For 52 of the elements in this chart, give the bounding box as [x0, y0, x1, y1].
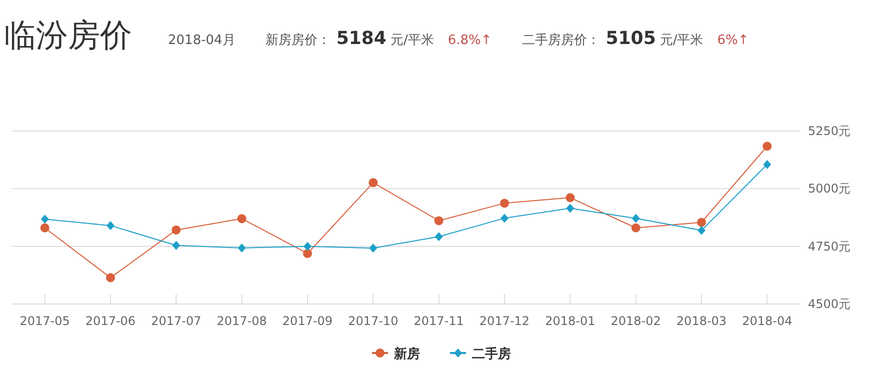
point	[40, 214, 49, 224]
ytick: 5000元	[808, 182, 851, 196]
title: 临汾房价	[4, 16, 132, 54]
ytick: 4500元	[808, 297, 851, 311]
annotation: 2018-04月	[168, 33, 236, 48]
point	[763, 160, 772, 169]
xtick: 2017-08	[216, 314, 267, 328]
point	[172, 225, 181, 234]
point	[368, 178, 378, 188]
point	[434, 216, 444, 226]
xtick: 2018-04	[742, 314, 792, 328]
point	[500, 198, 509, 208]
point	[762, 142, 772, 151]
point	[40, 223, 50, 232]
xtick: 2018-03	[676, 314, 727, 328]
ytick: 4750元	[808, 239, 851, 254]
point	[238, 243, 246, 252]
annotation: 二手房房价：	[522, 33, 600, 48]
point	[698, 226, 706, 235]
annotation: 元/平米	[660, 33, 704, 48]
point	[566, 193, 575, 202]
xtick: 2017-11	[414, 314, 464, 328]
annotation: 6%↑	[717, 33, 749, 48]
point	[106, 273, 115, 282]
point	[632, 214, 640, 223]
point	[434, 232, 443, 242]
annotation: 5184	[336, 28, 386, 49]
legend-label: 二手房	[472, 346, 511, 362]
point	[172, 240, 180, 250]
point	[106, 221, 114, 230]
annotation: 5105	[606, 28, 656, 49]
point	[369, 244, 378, 253]
point	[237, 214, 246, 224]
legend-label: 新房	[393, 346, 420, 362]
xtick: 2017-06	[85, 314, 136, 328]
xtick: 2018-01	[545, 314, 596, 328]
xtick: 2017-09	[282, 314, 333, 328]
point	[697, 218, 706, 227]
ytick: 5250元	[808, 124, 851, 138]
annotation: 6.8%↑	[448, 33, 492, 48]
xtick: 2017-10	[348, 314, 398, 328]
xtick: 2017-12	[479, 314, 530, 328]
xtick: 2017-07	[151, 314, 202, 328]
xtick: 2017-05	[20, 314, 70, 328]
point	[303, 248, 312, 258]
xtick: 2018-02	[610, 314, 661, 328]
point	[566, 204, 574, 213]
point	[500, 214, 508, 223]
annotation: 新房房价：	[265, 33, 330, 48]
annotation: 元/平米	[390, 33, 434, 48]
point	[631, 223, 640, 232]
point	[304, 242, 312, 251]
